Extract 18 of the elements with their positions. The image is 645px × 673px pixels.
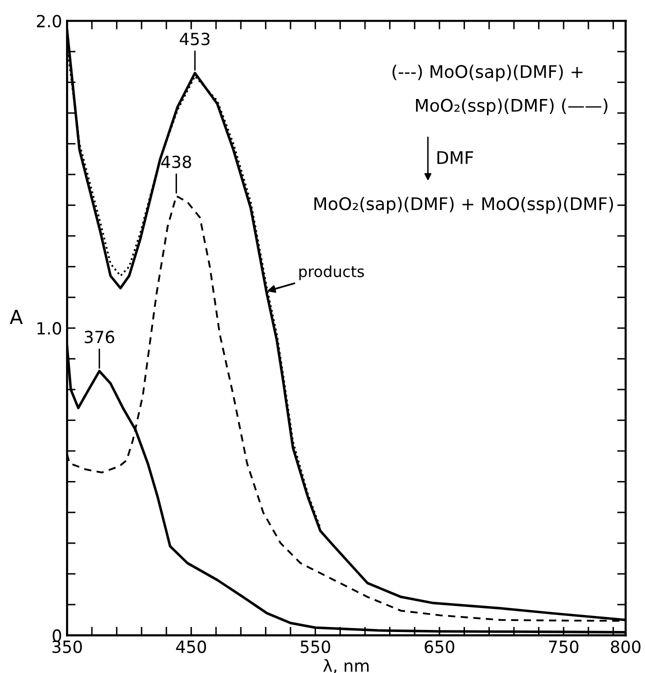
annotation: 453 bbox=[180, 32, 210, 46]
x-tick-label: 800 bbox=[610, 640, 640, 654]
annotation: (---) MoO(sap)(DMF) + bbox=[392, 64, 583, 82]
x-tick-label: 650 bbox=[424, 640, 454, 654]
y-tick-label: 1.0 bbox=[38, 322, 62, 335]
annotation: MoO₂(sap)(DMF) + MoO(ssp)(DMF) bbox=[314, 196, 613, 214]
y-tick-label: 2.0 bbox=[36, 14, 62, 28]
x-tick-label: 750 bbox=[549, 640, 578, 654]
annotation: DMF bbox=[437, 151, 474, 164]
y-tick-label: 0 bbox=[52, 629, 62, 642]
annotation: products bbox=[299, 265, 364, 280]
x-tick-label: 550 bbox=[300, 640, 330, 654]
annotation: MoO₂(ssp)(DMF) (——) bbox=[416, 98, 608, 116]
y-axis-title: A bbox=[10, 310, 23, 324]
x-tick-label: 450 bbox=[176, 640, 206, 654]
x-tick-label: 350 bbox=[52, 640, 82, 654]
annotation: 376 bbox=[84, 330, 114, 344]
annotation: 438 bbox=[161, 156, 192, 168]
